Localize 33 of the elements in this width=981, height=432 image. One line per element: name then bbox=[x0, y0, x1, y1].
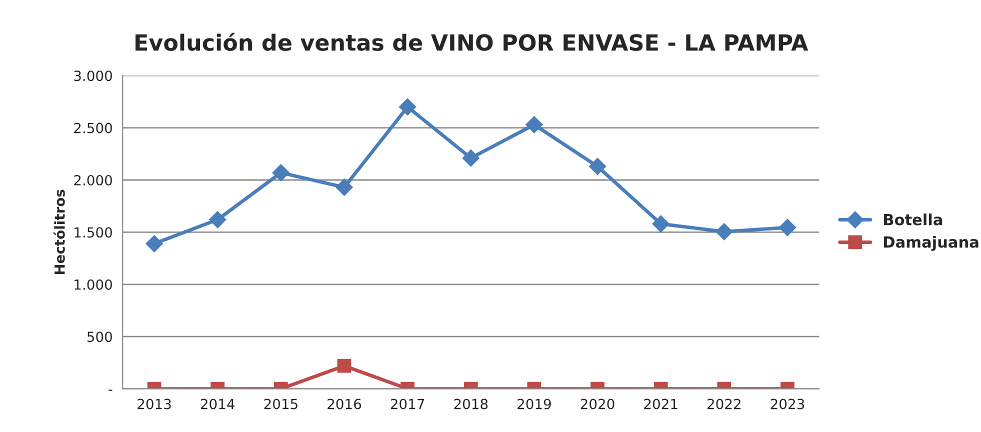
x-tick-label: 2021 bbox=[644, 398, 678, 410]
point bbox=[209, 211, 226, 228]
point bbox=[272, 164, 290, 182]
y-tick-label: 500 bbox=[87, 332, 112, 342]
y-tick-label: 1.500 bbox=[74, 227, 112, 238]
point bbox=[526, 116, 543, 134]
x-tick-label: 2017 bbox=[390, 398, 424, 410]
point bbox=[652, 215, 670, 232]
legend-label: Damajuana bbox=[884, 236, 978, 251]
point bbox=[462, 150, 480, 167]
x-tick-label: 2020 bbox=[580, 398, 614, 410]
x-tick-label: 2014 bbox=[200, 398, 234, 410]
point bbox=[778, 218, 796, 236]
y-tick-label: - bbox=[108, 390, 112, 391]
point bbox=[588, 158, 606, 175]
x-tick-label: 2013 bbox=[138, 398, 171, 410]
point bbox=[336, 178, 353, 196]
chart-title: Evolución de ventas de VINO POR ENVASE - LA PAMPA bbox=[136, 32, 808, 51]
x-tick-label: 2019 bbox=[518, 398, 551, 410]
x-tick-label: 2018 bbox=[454, 398, 488, 410]
legend-label: Botella bbox=[884, 214, 942, 226]
point bbox=[146, 235, 163, 252]
x-tick-label: 2015 bbox=[264, 398, 298, 410]
y-tick-label: 1.000 bbox=[74, 279, 112, 290]
x-tick-label: 2016 bbox=[328, 398, 362, 410]
y-tick-label: 3.000 bbox=[74, 70, 112, 82]
point bbox=[716, 223, 733, 240]
x-tick-label: 2023 bbox=[770, 398, 804, 410]
y-axis-title: Hectólitros bbox=[54, 190, 65, 274]
y-tick-label: 2.500 bbox=[74, 122, 112, 134]
x-tick-label: 2022 bbox=[708, 398, 740, 410]
point bbox=[399, 98, 416, 116]
y-tick-label: 2.000 bbox=[74, 174, 112, 186]
